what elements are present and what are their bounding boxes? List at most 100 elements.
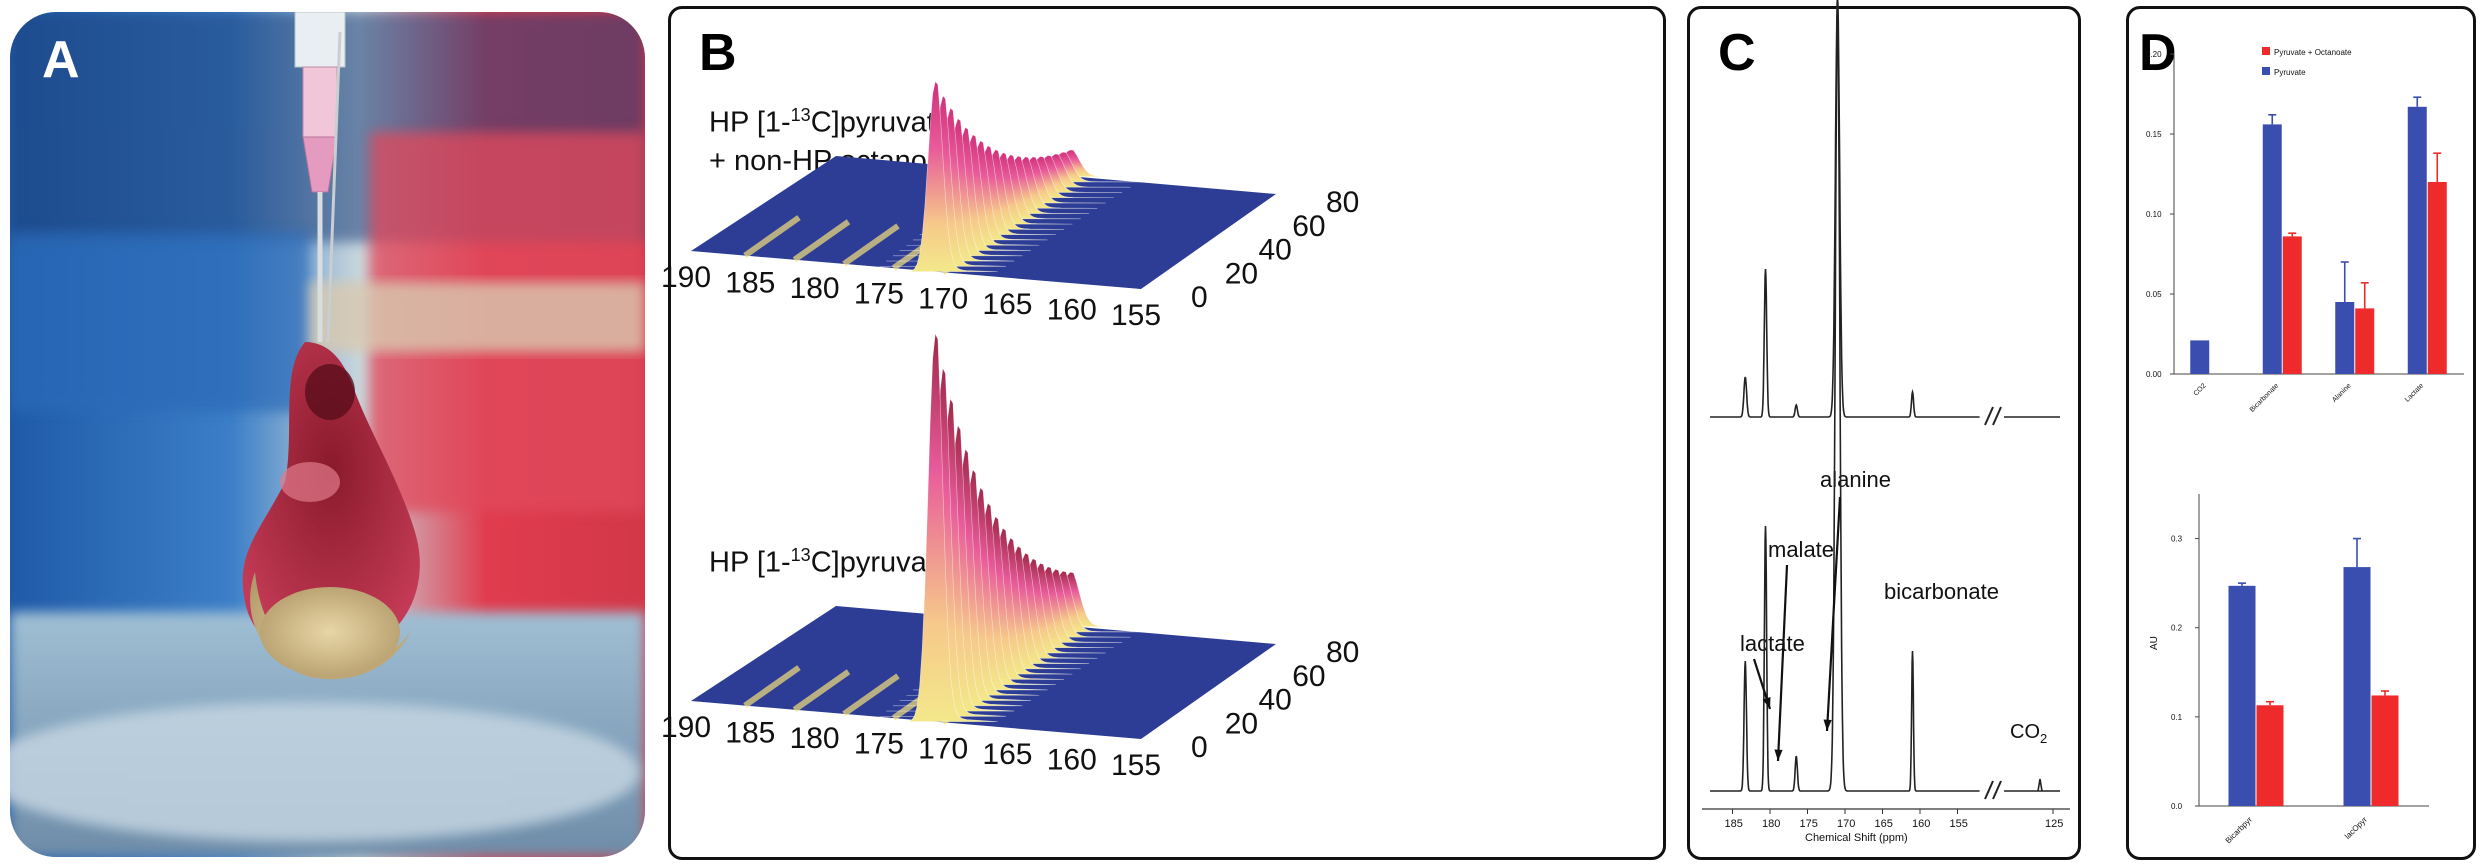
b-floor-streak — [842, 223, 900, 267]
b-x-tick: 170 — [918, 733, 968, 766]
d-bottom-chart-y-tick: 0.3 — [2171, 535, 2183, 544]
b-x-tick: 165 — [982, 738, 1032, 771]
b-y-tick: 80 — [1326, 636, 1359, 669]
c-plots-svg: 185 180 175 170 165 160 155 125 Chemical Shift (… — [1702, 0, 2070, 844]
b-top-title-line1: HP [1-13C]pyruvate — [709, 105, 951, 139]
d-bottom-chart-bar — [2343, 567, 2371, 806]
c-x-tick: 185 — [1725, 818, 1743, 830]
label-bicarbonate: bicarbonate — [1884, 579, 1999, 604]
c-co2-peak — [2037, 778, 2043, 792]
d-bottom-chart-y-tick: 0.2 — [2171, 624, 2183, 633]
d-top-chart-bar — [2407, 106, 2427, 375]
d-top-chart-bar — [2262, 124, 2282, 375]
d-top-chart-bar — [2355, 308, 2375, 374]
c-spectrum-top — [1710, 0, 1980, 418]
b-x-tick: 185 — [725, 266, 775, 299]
d-bottom-chart-x-tick: Bicarbpyr — [2224, 815, 2254, 845]
b-x-tick: 165 — [982, 288, 1032, 321]
d-bottom-chart-x-tick: lacOpyr — [2343, 815, 2369, 841]
c-x-tick: 170 — [1837, 818, 1855, 830]
b-x-tick: 190 — [661, 711, 711, 744]
panel-b-3d-spectra: B HP [1-13C]pyruvate + non-HP octanoate … — [661, 6, 1666, 860]
panel-c-spectra: C lactate malate alanine bicarbonate CO2… — [1687, 0, 2081, 860]
b-y-tick: 60 — [1292, 210, 1325, 243]
b-y-tick: 40 — [1259, 684, 1292, 717]
d-top-chart-x-tick: Lactate — [2404, 382, 2425, 403]
b-x-tick: 180 — [790, 722, 840, 755]
c-x-label: Chemical Shift (ppm) — [1805, 832, 1908, 844]
c-x-tick: 180 — [1762, 818, 1780, 830]
c-spectrum-bottom — [1710, 10, 1980, 792]
c-x-tick: 175 — [1800, 818, 1818, 830]
b-y-tick: 80 — [1326, 186, 1359, 219]
d-top-chart-bar — [2190, 340, 2210, 374]
photo-illustration — [10, 12, 645, 857]
d-bottom-chart-bar — [2228, 585, 2256, 806]
c-arrow-lactate-head — [1762, 697, 1771, 709]
syringe-hub-icon — [294, 12, 346, 68]
b-y-tick: 0 — [1191, 731, 1208, 764]
d-plots-svg: Pyruvate + OctanoatePyruvate0.000.050.10… — [2146, 47, 2464, 845]
d-bottom-chart-bar — [2256, 705, 2284, 806]
b-x-tick: 155 — [1111, 749, 1161, 782]
c-arrow-malate-head — [1774, 749, 1783, 761]
d-bottom-chart-y-tick: 0.1 — [2171, 713, 2183, 722]
panel-b-letter: B — [699, 24, 737, 82]
d-top-chart-y-tick: 0.05 — [2146, 290, 2162, 299]
b-y-tick: 60 — [1292, 660, 1325, 693]
panel-a-letter: A — [42, 31, 80, 89]
label-alanine: alanine — [1820, 467, 1891, 492]
d-legend-swatch — [2262, 47, 2270, 55]
d-legend-label: Pyruvate — [2274, 68, 2306, 77]
b-floor-streak — [842, 673, 900, 717]
d-bottom-chart-y-tick: 0.0 — [2171, 802, 2183, 811]
panel-c-letter: C — [1718, 24, 1756, 82]
c-x-tick: 160 — [1912, 818, 1930, 830]
b-x-tick: 155 — [1111, 299, 1161, 332]
b-x-tick: 180 — [790, 272, 840, 305]
label-lactate: lactate — [1740, 631, 1805, 656]
d-top-chart-x-tick: Bicarbonate — [2249, 382, 2280, 413]
b-peak-slice — [872, 80, 998, 272]
d-top-chart-y-tick: 0.10 — [2146, 210, 2162, 219]
d-top-chart-y-tick: 0.15 — [2146, 130, 2162, 139]
panel-d-bar-charts: D Pyruvate + Octanoate Pyruvate 0.00 0.05 0.… — [2126, 6, 2476, 860]
d-top-chart-y-tick: 0.00 — [2146, 370, 2162, 379]
b-x-tick: 175 — [854, 727, 904, 760]
d-bottom-chart: 0.0 0.1 0.2 0.3 Bicarbpyr lacOpyr AU — [2149, 494, 2429, 845]
c-arrow-alanine-head — [1823, 719, 1832, 731]
d-top-chart-bar — [2427, 182, 2447, 374]
d-top-chart-x-tick: CO2 — [2193, 382, 2208, 397]
b-floor-streak — [743, 215, 801, 259]
d-bottom-chart-y-label: AU — [2149, 636, 2160, 650]
b-floor-streak — [792, 219, 851, 263]
b-y-tick: 20 — [1225, 257, 1258, 290]
b-y-tick: 0 — [1191, 281, 1208, 314]
b-x-tick: 185 — [725, 716, 775, 749]
photo-panel: A — [10, 12, 645, 857]
d-bottom-chart-bar — [2371, 695, 2399, 806]
c-arrow-malate — [1776, 564, 1789, 762]
d-top-chart-x-tick: Alanine — [2331, 382, 2353, 404]
tissue-sample — [242, 342, 420, 660]
d-top-chart-y-tick: 0.20 — [2146, 50, 2162, 59]
c-x-tick: 165 — [1875, 818, 1893, 830]
label-malate: malate — [1768, 537, 1835, 562]
b-x-tick: 160 — [1047, 294, 1097, 327]
d-legend-label: Pyruvate + Octanoate — [2274, 48, 2352, 57]
panel-d-letter: D — [2139, 24, 2177, 82]
d-legend-swatch — [2262, 67, 2270, 75]
d-legend: Pyruvate + Octanoate Pyruvate — [2262, 47, 2352, 77]
b-floor-streak — [743, 665, 801, 709]
c-x-tick: 125 — [2045, 818, 2063, 830]
c-x-tick: 155 — [1950, 818, 1968, 830]
d-top-chart-bar — [2282, 236, 2302, 374]
d-top-chart-bar — [2335, 302, 2355, 374]
label-co2: CO2 — [2010, 721, 2048, 746]
b-x-tick: 170 — [918, 283, 968, 316]
b-x-tick: 190 — [661, 261, 711, 294]
b-peak-slice — [872, 332, 998, 722]
